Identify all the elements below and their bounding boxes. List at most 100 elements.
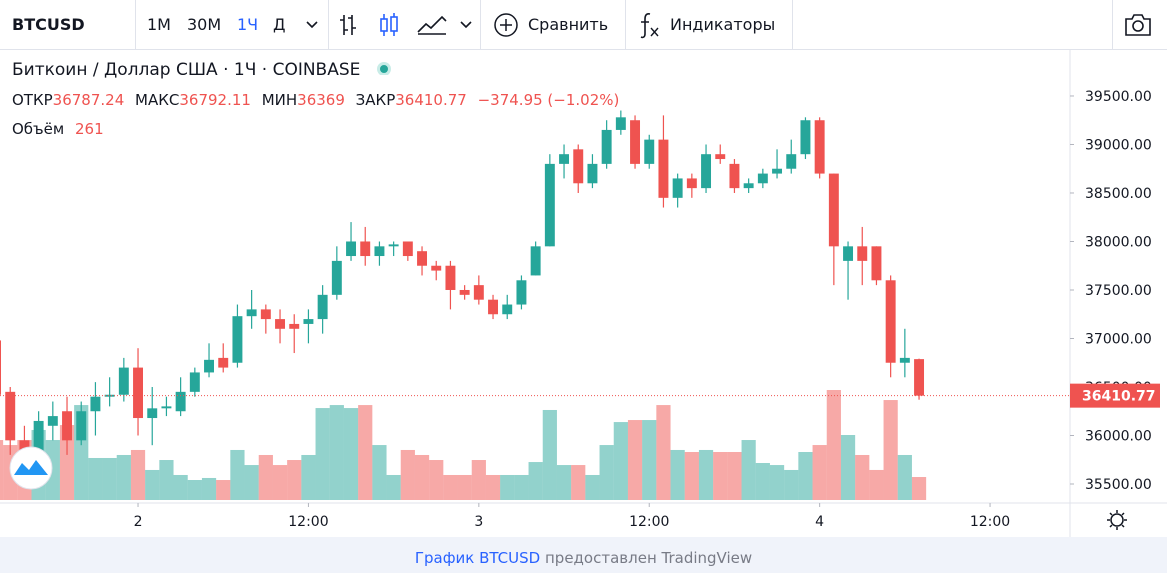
candle-body bbox=[175, 391, 186, 412]
volume-bar bbox=[130, 449, 146, 500]
candle-body bbox=[303, 319, 314, 324]
candle-body bbox=[275, 319, 286, 329]
low-value: 36369 bbox=[297, 91, 345, 109]
toolbar: BTCUSD 1M 30M 1Ч Д Сравнить Индикаторы bbox=[0, 0, 1167, 50]
footer-link[interactable]: График BTCUSD bbox=[414, 549, 541, 567]
volume-bar bbox=[542, 409, 557, 500]
candle-body bbox=[843, 246, 854, 261]
volume-bar bbox=[216, 480, 231, 500]
candle-body bbox=[686, 178, 697, 189]
separator bbox=[480, 0, 481, 49]
candle-body bbox=[743, 183, 754, 189]
interval[interactable]: 30M bbox=[187, 15, 222, 34]
compare-button[interactable]: Сравнить bbox=[528, 15, 609, 34]
candle-body bbox=[204, 359, 214, 373]
volume-bar bbox=[159, 460, 174, 500]
close-value: 36410.77 bbox=[395, 91, 467, 109]
compare-icon[interactable] bbox=[493, 12, 519, 38]
symbol[interactable]: BTCUSD bbox=[12, 15, 85, 34]
volume-bar bbox=[400, 449, 415, 500]
volume-bar bbox=[372, 445, 387, 500]
interval[interactable]: Д bbox=[273, 15, 286, 34]
y-tick-label: 36000.00 bbox=[1085, 428, 1152, 444]
candle-body bbox=[76, 411, 87, 441]
interval-active[interactable]: 1Ч bbox=[237, 15, 259, 34]
candle-body bbox=[516, 280, 527, 305]
screenshot-icon[interactable] bbox=[1123, 12, 1153, 38]
volume-bar bbox=[642, 420, 657, 500]
candle-body bbox=[559, 154, 570, 164]
candle-body bbox=[871, 246, 882, 281]
y-tick-label: 38000.00 bbox=[1085, 234, 1152, 250]
status-dot bbox=[376, 62, 391, 76]
x-tick-label: 3 bbox=[474, 514, 483, 530]
high-value: 36792.11 bbox=[179, 91, 251, 109]
candle-body bbox=[573, 149, 584, 184]
chart: 35500.0036000.0036500.0037000.0037500.00… bbox=[0, 50, 1167, 537]
volume-value: 261 bbox=[74, 120, 104, 138]
volume-bar bbox=[741, 440, 756, 500]
separator bbox=[1112, 0, 1113, 49]
volume-bar bbox=[500, 474, 515, 500]
legend-title-row: Биткоин / Доллар США · 1Ч · COINBASE bbox=[12, 60, 396, 80]
volume-bar bbox=[358, 405, 373, 500]
volume-bar bbox=[627, 420, 643, 500]
volume-bar bbox=[230, 449, 245, 500]
volume-bar bbox=[656, 405, 671, 500]
volume-label: Объём bbox=[12, 120, 65, 138]
candle-body bbox=[658, 139, 669, 198]
volume-bar bbox=[727, 452, 742, 500]
indicators-icon[interactable] bbox=[638, 10, 662, 40]
candle-body bbox=[161, 406, 172, 409]
footer-text: предоставлен TradingView bbox=[545, 549, 753, 567]
volume-bar bbox=[713, 452, 728, 500]
volume-bar bbox=[343, 408, 359, 500]
interval[interactable]: 1M bbox=[147, 15, 171, 34]
volume-bar bbox=[869, 469, 884, 500]
volume-bar bbox=[698, 449, 714, 500]
axes-layer: 35500.0036000.0036500.0037000.0037500.00… bbox=[0, 89, 1160, 530]
candle-body bbox=[104, 394, 115, 397]
volume-bar bbox=[485, 474, 501, 500]
volume-bar bbox=[59, 425, 75, 500]
volume-bar bbox=[769, 465, 785, 500]
candle-body bbox=[62, 411, 72, 441]
volume-bar bbox=[287, 460, 302, 500]
close-label: ЗАКР bbox=[355, 91, 396, 109]
x-tick-label: 12:00 bbox=[629, 514, 669, 530]
volume-bar bbox=[443, 474, 458, 500]
candle-body bbox=[218, 357, 229, 368]
volume-bar bbox=[173, 474, 188, 500]
settings-icon[interactable] bbox=[1107, 510, 1127, 530]
indicators-button[interactable]: Индикаторы bbox=[670, 15, 776, 34]
low-label: МИН bbox=[261, 91, 298, 109]
change-value: −374.95 (−1.02%) bbox=[477, 91, 620, 109]
candle-body bbox=[701, 154, 712, 189]
x-tick-label: 12:00 bbox=[288, 514, 328, 530]
volume-bar bbox=[684, 452, 699, 500]
separator bbox=[792, 0, 793, 49]
y-tick-label: 38500.00 bbox=[1085, 186, 1152, 202]
volume-bar bbox=[315, 408, 330, 500]
volume-bar bbox=[883, 400, 898, 500]
candle-body bbox=[360, 241, 371, 257]
candle-body bbox=[374, 246, 385, 257]
legend-title: Биткоин / Доллар США · 1Ч · COINBASE bbox=[12, 60, 361, 80]
chart-style-icons[interactable] bbox=[338, 12, 478, 38]
volume-bar bbox=[571, 465, 586, 500]
candle-body bbox=[431, 265, 442, 271]
open-label: ОТКР bbox=[12, 91, 53, 109]
candle-body bbox=[260, 309, 271, 320]
volume-bar bbox=[911, 477, 927, 500]
volume-bar bbox=[585, 474, 600, 500]
y-tick-label: 37500.00 bbox=[1085, 283, 1152, 299]
volume-bar bbox=[102, 457, 117, 500]
candle-body bbox=[47, 416, 58, 426]
candle-body bbox=[672, 178, 683, 198]
candle-body bbox=[729, 163, 740, 189]
candle-body bbox=[445, 265, 456, 290]
dropdown-icon[interactable] bbox=[305, 19, 319, 29]
candle-body bbox=[402, 241, 413, 257]
volume-bar bbox=[556, 465, 572, 500]
logo-icon bbox=[14, 460, 48, 475]
